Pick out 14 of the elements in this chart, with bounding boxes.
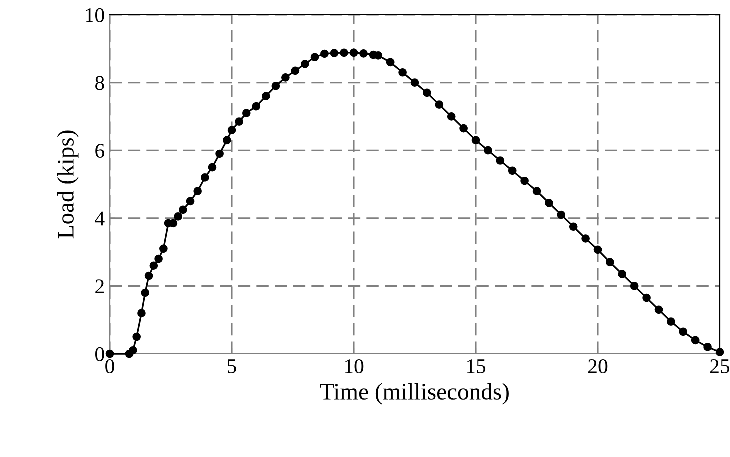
- x-tick-label: 5: [228, 360, 236, 374]
- y-tick-label: 10: [86, 8, 104, 22]
- y-tick-label: 8: [96, 76, 104, 90]
- x-tick-label: 25: [710, 360, 730, 374]
- y-tick-label: 2: [96, 280, 104, 294]
- x-tick-label: 15: [467, 360, 486, 374]
- y-tick-label: 4: [95, 212, 105, 226]
- y-tick-label: 0: [96, 347, 104, 362]
- x-tick-label: 20: [588, 359, 608, 374]
- y-tick-label: 6: [96, 144, 105, 158]
- x-tick-label: 0: [106, 359, 114, 374]
- x-tick-label: 10: [345, 359, 364, 374]
- x-axis-title: Time (milliseconds): [320, 383, 509, 405]
- y-axis-title: Load (kips): [57, 130, 79, 239]
